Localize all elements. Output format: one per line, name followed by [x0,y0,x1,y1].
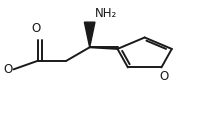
Polygon shape [84,22,95,47]
Text: O: O [31,22,40,35]
Text: O: O [3,63,13,76]
Text: O: O [159,70,168,83]
Text: NH₂: NH₂ [95,7,117,20]
